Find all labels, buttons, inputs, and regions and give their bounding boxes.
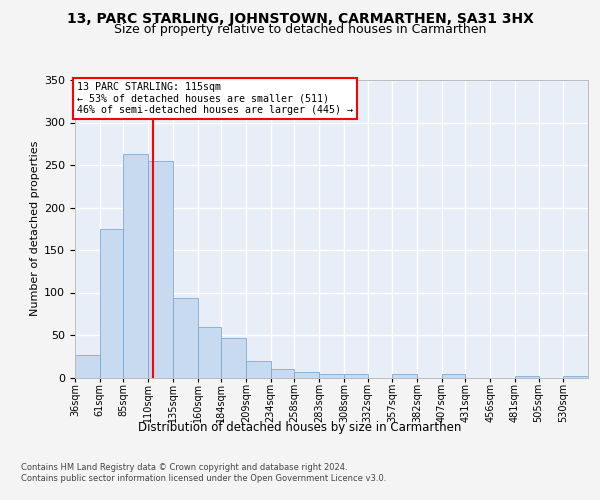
Bar [271,369,295,378]
Bar [100,229,124,378]
Text: Contains HM Land Registry data © Crown copyright and database right 2024.: Contains HM Land Registry data © Crown c… [21,462,347,471]
Bar [515,376,539,378]
Text: Contains public sector information licensed under the Open Government Licence v3: Contains public sector information licen… [21,474,386,483]
Bar [124,154,148,378]
Bar [148,161,173,378]
Bar [442,374,466,378]
Bar [295,372,319,378]
Bar [221,338,246,378]
Text: Size of property relative to detached houses in Carmarthen: Size of property relative to detached ho… [114,24,486,36]
Bar [344,374,368,378]
Bar [173,298,197,378]
Bar [197,326,221,378]
Text: 13, PARC STARLING, JOHNSTOWN, CARMARTHEN, SA31 3HX: 13, PARC STARLING, JOHNSTOWN, CARMARTHEN… [67,12,533,26]
Text: Distribution of detached houses by size in Carmarthen: Distribution of detached houses by size … [139,421,461,434]
Bar [319,374,344,378]
Y-axis label: Number of detached properties: Number of detached properties [30,141,40,316]
Bar [563,376,588,378]
Bar [75,354,100,378]
Bar [246,362,271,378]
Bar [392,374,417,378]
Text: 13 PARC STARLING: 115sqm
← 53% of detached houses are smaller (511)
46% of semi-: 13 PARC STARLING: 115sqm ← 53% of detach… [77,82,353,115]
